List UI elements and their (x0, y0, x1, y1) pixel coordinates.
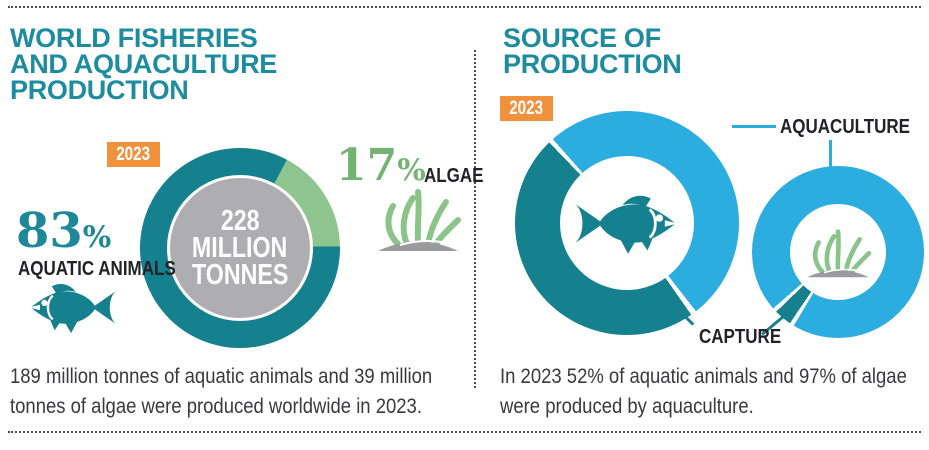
right-title-line-1: SOURCE OF (503, 23, 661, 53)
aquatic-animals-percent-value: 83 (16, 203, 83, 259)
left-title-line-1: WORLD FISHERIES (10, 23, 258, 53)
right-year-badge-label: 2023 (509, 98, 544, 119)
bottom-dotted-divider (8, 431, 921, 433)
aquaculture-label: AQUACULTURE (780, 116, 929, 139)
right-caption: In 2023 52% of aquatic animals and 97% o… (500, 362, 907, 422)
vertical-dotted-divider (474, 50, 476, 388)
center-total-unit-2: TONNES (191, 258, 289, 291)
center-total-value: 228 (220, 204, 260, 237)
left-year-badge-label: 2023 (116, 144, 151, 165)
production-donut-center: 228 MILLION TONNES (167, 175, 313, 321)
left-panel-title: WORLD FISHERIES AND AQUACULTURE PRODUCTI… (10, 23, 277, 105)
algae-source-donut (752, 166, 924, 338)
production-donut-chart: 228 MILLION TONNES (140, 148, 340, 348)
right-year-badge: 2023 (500, 96, 553, 121)
algae-source-center (790, 204, 886, 300)
algae-label-text: ALGAE (424, 165, 484, 187)
top-dotted-divider (8, 6, 921, 8)
aquaculture-leader-line-vertical (829, 140, 832, 172)
aquatic-animals-label: AQUATIC ANIMALS (18, 258, 204, 281)
aquaculture-label-text: AQUACULTURE (780, 116, 911, 138)
fish-icon (27, 282, 118, 335)
aquatic-animals-percent-sign: % (82, 220, 112, 255)
left-title-line-3: PRODUCTION (10, 75, 189, 105)
aquatic-animals-source-donut (515, 111, 739, 335)
algae-icon (366, 186, 470, 252)
right-caption-line-2: were produced by aquaculture. (500, 395, 754, 418)
capture-label-text: CAPTURE (699, 326, 782, 348)
right-caption-line-1: In 2023 52% of aquatic animals and 97% o… (500, 365, 907, 388)
right-panel-title: SOURCE OF PRODUCTION (503, 23, 682, 79)
left-title-line-2: AND AQUACULTURE (10, 49, 277, 79)
left-year-badge: 2023 (107, 142, 160, 167)
algae-icon (798, 227, 878, 278)
algae-percent: 17% (336, 140, 426, 191)
left-caption-line-2: tonnes of algae were produced worldwide … (10, 395, 422, 418)
center-total-unit-1: MILLION (192, 231, 288, 264)
aquatic-animals-source-center (560, 156, 694, 290)
left-caption-line-1: 189 million tonnes of aquatic animals an… (10, 365, 433, 388)
aquatic-animals-percent: 83% (16, 203, 111, 259)
aquaculture-leader-line-horizontal (732, 125, 776, 128)
fish-icon (573, 193, 680, 255)
algae-percent-sign: % (397, 153, 426, 188)
left-caption: 189 million tonnes of aquatic animals an… (10, 362, 432, 422)
algae-percent-value: 17 (336, 140, 398, 191)
algae-label: ALGAE (424, 165, 494, 188)
aquatic-animals-label-text: AQUATIC ANIMALS (18, 258, 176, 280)
capture-label: CAPTURE (699, 326, 796, 349)
right-title-line-2: PRODUCTION (503, 49, 682, 79)
